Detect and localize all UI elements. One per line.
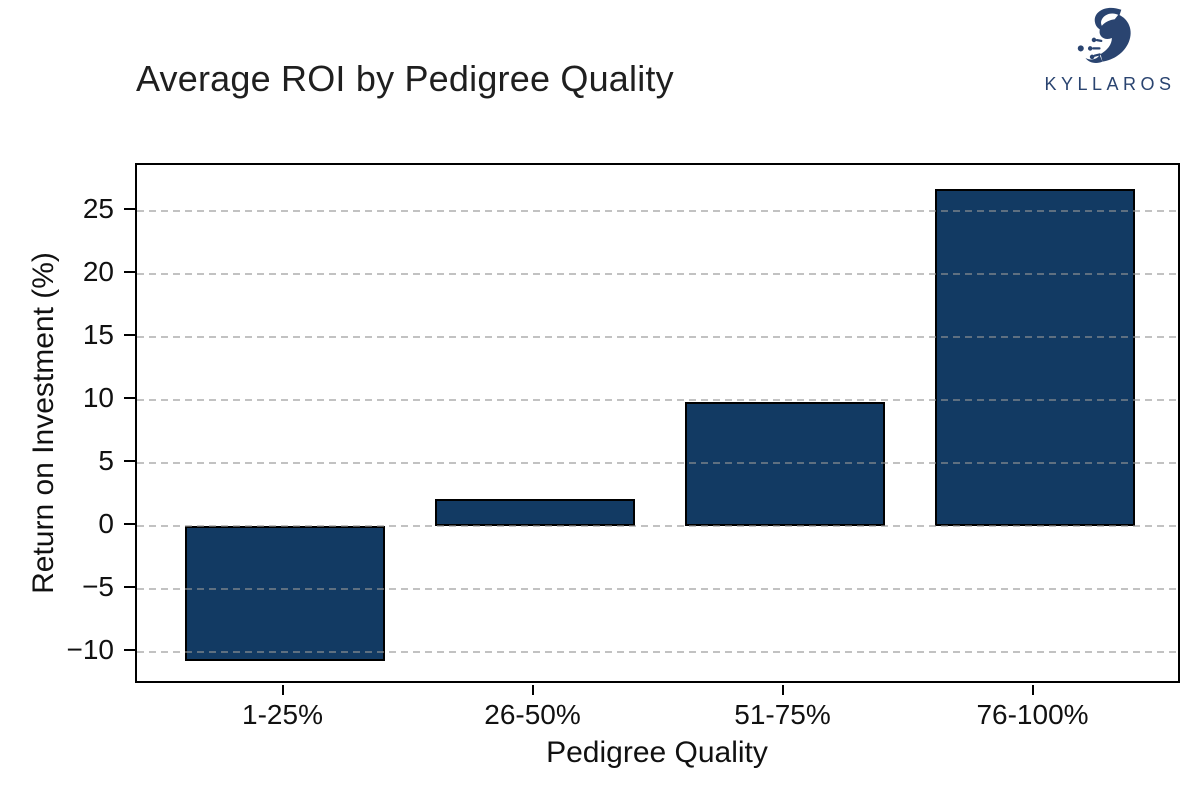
y-tick-mark bbox=[124, 397, 135, 400]
x-tick-mark bbox=[531, 685, 534, 695]
plot-area bbox=[135, 163, 1180, 683]
chart-title: Average ROI by Pedigree Quality bbox=[136, 58, 674, 99]
y-tick-label: 0 bbox=[98, 508, 114, 540]
y-tick-label: 5 bbox=[98, 445, 114, 477]
y-tick-label: 25 bbox=[82, 193, 114, 225]
y-tick-mark bbox=[124, 586, 135, 589]
x-tick-mark bbox=[781, 685, 784, 695]
y-tick-label: −5 bbox=[82, 571, 114, 603]
gridline-10 bbox=[137, 399, 1178, 402]
x-tick-label: 76-100% bbox=[976, 699, 1089, 730]
gridline-20 bbox=[137, 273, 1178, 276]
horse-circuit-icon bbox=[1077, 7, 1131, 63]
y-tick-label: −10 bbox=[66, 634, 115, 666]
y-tick-mark bbox=[124, 208, 135, 211]
gridline--10 bbox=[137, 651, 1178, 654]
y-tick-label: 15 bbox=[82, 319, 114, 351]
y-tick-mark bbox=[124, 523, 135, 526]
gridline-15 bbox=[137, 336, 1178, 339]
gridline-0 bbox=[137, 525, 1178, 528]
y-tick-mark bbox=[124, 271, 135, 274]
bar-26-50% bbox=[434, 498, 635, 527]
x-tick-mark bbox=[1031, 685, 1034, 695]
y-tick-label: 20 bbox=[82, 256, 114, 288]
x-axis-label: Pedigree Quality bbox=[546, 736, 768, 769]
y-tick-mark bbox=[124, 460, 135, 463]
gridline-5 bbox=[137, 462, 1178, 465]
gridline--5 bbox=[137, 588, 1178, 591]
bar-1-25% bbox=[184, 526, 385, 662]
brand-logo: KYLLAROS bbox=[1032, 6, 1188, 95]
x-tick-label: 51-75% bbox=[734, 699, 831, 730]
y-tick-label: 10 bbox=[82, 382, 114, 414]
x-tick-mark bbox=[281, 685, 284, 695]
x-tick-label: 1-25% bbox=[242, 699, 323, 730]
brand-name: KYLLAROS bbox=[1044, 74, 1176, 94]
x-tick-label: 26-50% bbox=[484, 699, 581, 730]
y-axis-label: Return on Investment (%) bbox=[27, 252, 60, 594]
bar-76-100% bbox=[934, 188, 1135, 527]
gridline-25 bbox=[137, 210, 1178, 213]
y-tick-mark bbox=[124, 649, 135, 652]
y-tick-mark bbox=[124, 334, 135, 337]
